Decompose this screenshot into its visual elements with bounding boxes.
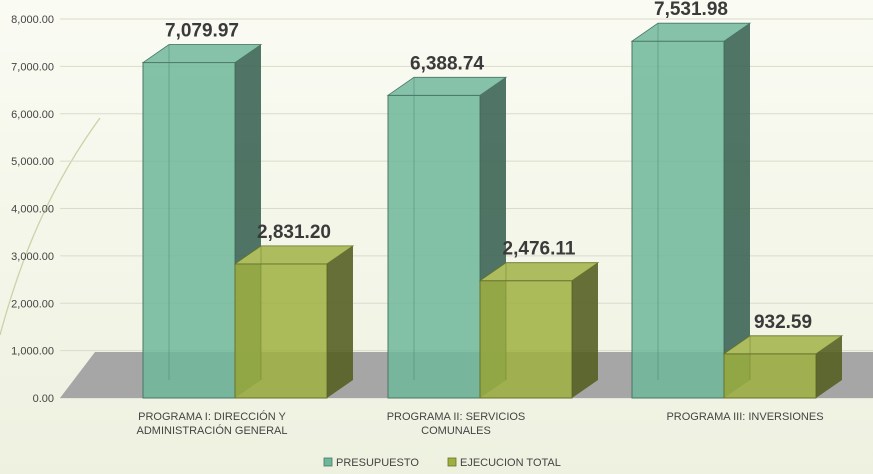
bar: [386, 76, 508, 399]
y-tick-label: 7,000.00: [11, 61, 54, 73]
bar-front: [479, 280, 573, 399]
category-label: PROGRAMA I: DIRECCIÓN Y ADMINISTRACIÓN GE…: [137, 410, 288, 437]
decorative-curve: [0, 117, 101, 336]
bar-side: [327, 245, 353, 398]
legend-swatch: [447, 457, 457, 467]
bar-front: [631, 40, 725, 399]
category-label-line: COMUNALES: [421, 425, 491, 437]
legend-swatch: [323, 457, 333, 467]
bar-front: [723, 353, 817, 399]
value-label: 2,831.20: [257, 222, 331, 243]
bar-front: [387, 94, 481, 399]
y-tick-label: 1,000.00: [11, 346, 54, 358]
bar-top: [478, 262, 600, 282]
bar-side: [724, 23, 750, 398]
bar-top: [722, 335, 844, 355]
y-tick-label: 8,000.00: [11, 14, 54, 26]
bar: [630, 22, 752, 399]
bar: [233, 245, 355, 399]
value-label: 932.59: [754, 312, 812, 333]
y-tick-label: 0.00: [33, 393, 54, 405]
value-label: 6,388.74: [410, 53, 484, 74]
category-label: PROGRAMA II: SERVICIOS COMUNALES: [387, 411, 526, 437]
bar-front: [142, 62, 236, 399]
y-tick-label: 5,000.00: [11, 156, 54, 168]
value-label: 2,476.11: [503, 239, 576, 260]
x-axis: PROGRAMA I: DIRECCIÓN Y ADMINISTRACIÓN GE…: [137, 410, 824, 437]
y-tick-label: 6,000.00: [11, 109, 54, 121]
legend-label: PRESUPUESTO: [336, 457, 419, 469]
bar-series: 7,079.97 6,388.74 7,531.98 2,831.20 2,476.11…: [141, 0, 844, 399]
bar-side: [572, 262, 598, 398]
bar-side: [816, 335, 842, 398]
legend: PRESUPUESTO EJECUCION TOTAL: [323, 457, 561, 469]
value-label: 7,531.98: [654, 0, 728, 20]
y-tick-label: 3,000.00: [11, 251, 54, 263]
bar: [722, 335, 844, 399]
bar-top: [386, 76, 508, 96]
y-tick-label: 2,000.00: [11, 298, 54, 310]
category-label-line: PROGRAMA I: DIRECCIÓN Y: [138, 410, 286, 423]
legend-label: EJECUCION TOTAL: [460, 457, 561, 469]
category-label-line: PROGRAMA III: INVERSIONES: [666, 411, 823, 423]
value-label: 7,079.97: [165, 21, 239, 42]
category-label-line: ADMINISTRACIÓN GENERAL: [137, 424, 288, 437]
bar-top: [233, 245, 355, 265]
category-label: PROGRAMA III: INVERSIONES: [666, 411, 823, 423]
bar-front: [234, 263, 328, 399]
bar: [478, 262, 600, 399]
category-label-line: PROGRAMA II: SERVICIOS: [387, 411, 526, 423]
bar-top: [141, 44, 263, 63]
y-axis: 0.00 1,000.00 2,000.00 3,000.00 4,000.00 5,00…: [11, 14, 54, 405]
bar-top: [630, 22, 752, 42]
y-tick-label: 4,000.00: [11, 204, 54, 216]
